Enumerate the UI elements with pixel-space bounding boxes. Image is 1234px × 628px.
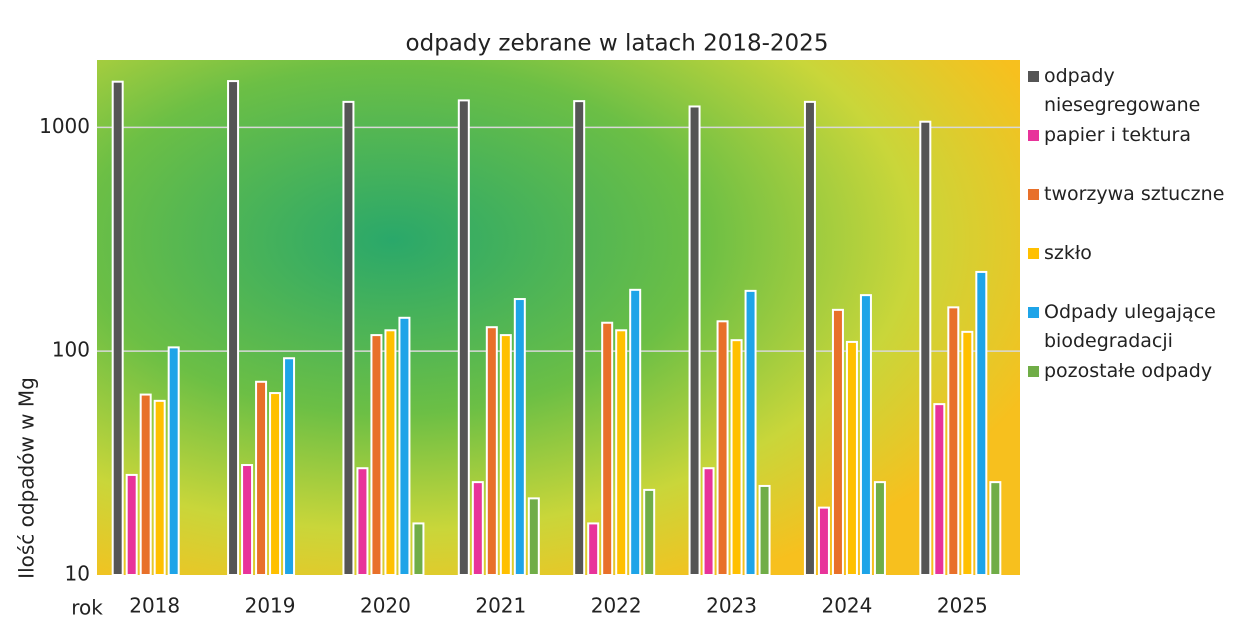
bar — [283, 357, 296, 577]
bar — [241, 464, 254, 576]
legend-swatch — [1028, 248, 1039, 259]
x-axis-label: rok — [71, 596, 103, 620]
legend-item: szkło — [1024, 239, 1234, 298]
legend-label: szkło — [1044, 242, 1092, 264]
bar — [845, 340, 858, 576]
legend-label: odpady niesegregowane — [1044, 65, 1201, 116]
y-axis-label: Ilość odpadów w Mg — [15, 377, 39, 579]
bar — [167, 346, 180, 576]
legend-swatch — [1028, 366, 1039, 377]
x-tick-label: 2023 — [706, 594, 757, 618]
y-tick-label: 10 — [65, 562, 90, 586]
x-tick-label: 2024 — [821, 594, 872, 618]
bar — [356, 467, 369, 576]
legend-item: odpady niesegregowane — [1024, 62, 1234, 121]
y-tick-label: 100 — [52, 338, 90, 362]
bar — [817, 506, 830, 577]
bar — [125, 473, 138, 576]
bar — [153, 399, 166, 576]
bar — [803, 100, 816, 577]
bar — [831, 308, 844, 576]
bar — [342, 100, 355, 577]
bar — [744, 289, 757, 576]
x-tick-label: 2020 — [360, 594, 411, 618]
x-tick-label: 2025 — [937, 594, 988, 618]
bar — [457, 99, 470, 577]
bar — [989, 481, 1002, 577]
bar — [398, 316, 411, 576]
bar — [859, 294, 872, 576]
bar — [702, 467, 715, 576]
legend-swatch — [1028, 71, 1039, 82]
bar — [139, 393, 152, 576]
legend-item: papier i tektura — [1024, 121, 1234, 180]
bar — [947, 306, 960, 576]
legend-item: pozostałe odpady — [1024, 357, 1234, 416]
x-tick-label: 2022 — [591, 594, 642, 618]
legend-swatch — [1028, 130, 1039, 141]
bar — [485, 326, 498, 577]
legend-label: pozostałe odpady — [1044, 360, 1213, 382]
bar — [573, 100, 586, 576]
bar — [975, 270, 988, 576]
bar — [527, 497, 540, 576]
bar — [758, 484, 771, 576]
x-tick-label: 2019 — [245, 594, 296, 618]
bar — [471, 481, 484, 577]
bar — [499, 334, 512, 576]
bar — [587, 522, 600, 577]
x-tick-label: 2021 — [475, 594, 526, 618]
bar — [255, 380, 268, 576]
bar — [716, 320, 729, 576]
bar — [688, 105, 701, 577]
bar — [629, 288, 642, 576]
bar — [873, 481, 886, 577]
bar — [933, 403, 946, 577]
legend-item: tworzywa sztuczne — [1024, 180, 1234, 239]
bar — [370, 334, 383, 576]
bar — [643, 488, 656, 576]
legend-item: Odpady ulegające biodegradacji — [1024, 298, 1234, 357]
legend-label: tworzywa sztuczne — [1044, 183, 1225, 205]
chart-title: odpady zebrane w latach 2018-2025 — [406, 31, 829, 57]
x-tick-label: 2018 — [129, 594, 180, 618]
legend-swatch — [1028, 189, 1039, 200]
y-tick-label: 1000 — [39, 114, 90, 138]
bar — [615, 329, 628, 577]
legend-swatch — [1028, 307, 1039, 318]
bar — [730, 339, 743, 577]
bar — [227, 80, 240, 577]
legend-label: Odpady ulegające biodegradacji — [1044, 301, 1216, 352]
bar — [601, 321, 614, 576]
bar — [384, 329, 397, 577]
bar — [513, 298, 526, 576]
bar — [111, 80, 124, 577]
bar — [919, 120, 932, 576]
bar — [412, 522, 425, 577]
legend: odpady niesegregowane papier i tektura two… — [1024, 62, 1234, 416]
bar — [269, 392, 282, 576]
bar — [961, 330, 974, 576]
legend-label: papier i tektura — [1044, 124, 1191, 146]
